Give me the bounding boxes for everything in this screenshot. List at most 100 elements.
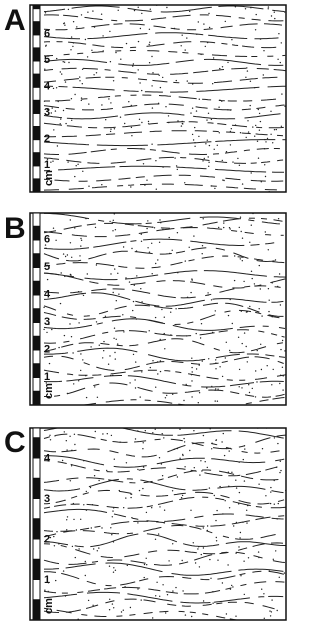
lamina	[44, 59, 107, 62]
lamina	[67, 374, 73, 375]
sand-dot	[66, 529, 67, 530]
lamina	[92, 45, 104, 47]
sand-dot	[247, 361, 248, 362]
sand-dot	[96, 72, 97, 73]
sand-dot	[244, 332, 245, 333]
lamina	[61, 573, 79, 578]
sand-dot	[148, 123, 149, 124]
lamina	[195, 159, 210, 161]
sand-dot	[151, 243, 152, 244]
sand-dot	[225, 357, 226, 358]
sand-dot	[122, 314, 123, 315]
sand-dot	[240, 532, 241, 533]
sand-dot	[181, 45, 182, 46]
lamina	[100, 343, 109, 344]
lamina	[147, 74, 159, 75]
lamina	[58, 167, 115, 170]
lamina	[98, 97, 110, 98]
lamina	[178, 307, 193, 308]
sand-dot	[146, 512, 147, 513]
sand-dot	[265, 495, 266, 496]
sand-dot	[63, 570, 64, 571]
sand-dot	[149, 42, 150, 43]
sand-dot	[193, 430, 194, 431]
sand-dot	[98, 480, 99, 481]
lamina	[87, 34, 147, 39]
sand-dot	[191, 616, 192, 617]
sand-dot	[230, 228, 231, 229]
scale-segment	[33, 100, 40, 113]
lamina	[73, 87, 115, 90]
sand-dot	[133, 301, 134, 302]
scale-segment	[33, 240, 40, 254]
lamina	[218, 6, 263, 9]
sand-dot	[264, 148, 265, 149]
sand-dot	[113, 567, 114, 568]
lamina	[159, 157, 174, 158]
sand-dot	[223, 222, 224, 223]
lamina	[154, 26, 166, 28]
scale-segment	[33, 113, 40, 126]
sand-dot	[120, 59, 121, 60]
sand-dot	[74, 434, 75, 435]
sand-dot	[144, 184, 145, 185]
lamina	[61, 546, 67, 548]
lamina	[244, 188, 256, 189]
sand-dot	[44, 590, 45, 591]
sand-dot	[219, 68, 220, 69]
lamina	[207, 228, 222, 229]
sand-dot	[72, 352, 73, 353]
lamina	[148, 551, 157, 552]
lamina	[134, 371, 143, 372]
panel-frame	[30, 213, 286, 405]
lamina	[91, 25, 109, 27]
sand-dot	[157, 373, 158, 374]
sand-dot	[199, 566, 200, 567]
sand-dot	[265, 176, 266, 177]
lamina	[260, 381, 284, 382]
sand-dot	[110, 273, 111, 274]
sand-dot	[199, 392, 200, 393]
sand-dot	[241, 311, 242, 312]
lamina	[271, 451, 280, 452]
sand-dot	[111, 534, 112, 535]
lamina	[217, 124, 226, 125]
lamina	[157, 218, 190, 222]
sand-dot	[203, 527, 204, 528]
sand-dot	[240, 132, 241, 133]
sand-dot	[81, 240, 82, 241]
sand-dot	[78, 380, 79, 381]
sand-dot	[215, 362, 216, 363]
sand-dot	[159, 242, 160, 243]
sand-dot	[216, 537, 217, 538]
lamina	[213, 299, 267, 303]
sand-dot	[67, 254, 68, 255]
sand-dot	[152, 107, 153, 108]
sand-dot	[146, 180, 147, 181]
scale-number: 6	[44, 234, 50, 246]
sand-dot	[181, 125, 182, 126]
lamina	[44, 531, 53, 532]
sand-dot	[238, 337, 239, 338]
lamina	[208, 35, 247, 38]
lamina	[210, 363, 219, 364]
sand-dot	[102, 357, 103, 358]
sand-dot	[238, 546, 239, 547]
sand-dot	[63, 110, 64, 111]
lamina	[44, 509, 107, 512]
scale-number: 1	[44, 574, 50, 586]
lamina	[177, 468, 186, 469]
sand-dot	[242, 238, 243, 239]
sand-dot	[156, 189, 157, 190]
lamina	[132, 290, 150, 293]
sand-dot	[80, 238, 81, 239]
sand-dot	[228, 315, 229, 316]
lamina	[109, 383, 127, 385]
lamina	[277, 375, 286, 377]
sand-dot	[90, 346, 91, 347]
lamina	[276, 394, 285, 396]
sand-dot	[67, 516, 68, 517]
sand-dot	[117, 343, 118, 344]
lamina	[215, 169, 266, 172]
lamina	[89, 479, 119, 486]
